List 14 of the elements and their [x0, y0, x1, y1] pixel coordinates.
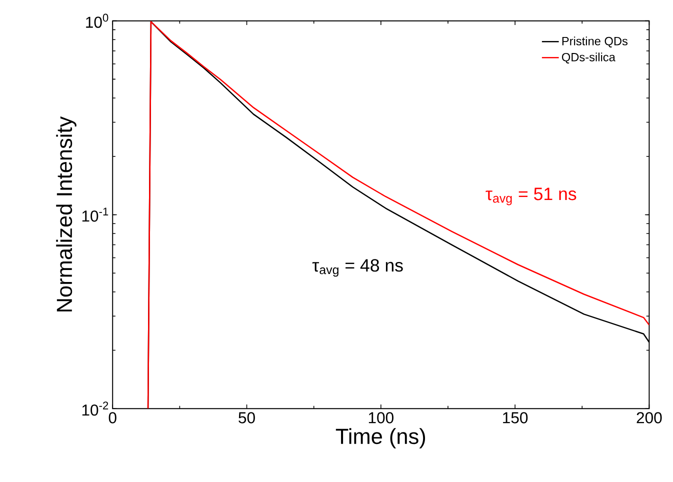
x-tick-label: 150 — [503, 412, 528, 424]
annotation: τ$_{avg}$ = 51 ns — [486, 188, 576, 206]
x-tick-label: 0 — [108, 412, 116, 424]
y-tick-label: 10$^{0}$ — [86, 14, 108, 28]
x-tick-label: 50 — [238, 412, 255, 424]
x-tick-label: 200 — [636, 412, 662, 424]
y-tick-label: 10$^{-2}$ — [82, 402, 108, 416]
x-axis-title: Time (ns) — [336, 428, 426, 448]
annotation: τ$_{avg}$ = 48 ns — [312, 259, 403, 277]
y-axis-title: Normalized Intensity — [56, 116, 76, 312]
x-tick-label: 100 — [368, 412, 394, 424]
legend-label: Pristine QDs — [562, 36, 628, 48]
y-tick-label: 10$^{-1}$ — [82, 208, 108, 222]
legend-label: QDs-silica — [562, 52, 616, 64]
